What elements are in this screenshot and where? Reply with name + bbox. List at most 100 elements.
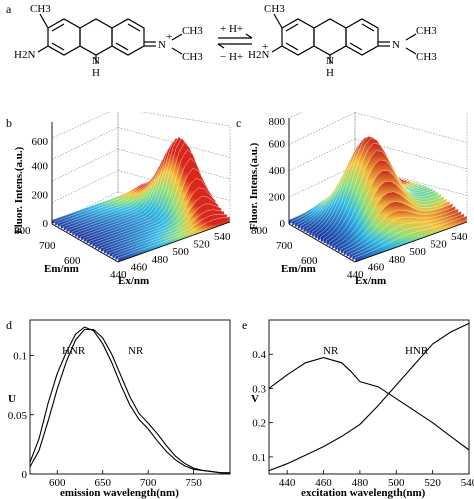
- ex-tick-label: 460: [131, 261, 148, 273]
- panel-label-a: a: [6, 2, 12, 16]
- panel-label-c: c: [236, 116, 242, 130]
- x-tick-label: 700: [140, 477, 157, 489]
- series-line-nr: [268, 357, 470, 451]
- x-tick-label: 650: [94, 477, 111, 489]
- ex-tick-label: 520: [430, 239, 447, 251]
- panel-label-d: d: [6, 318, 12, 332]
- grid-line: [288, 165, 356, 198]
- surface-strip: [114, 214, 228, 261]
- ex-tick-label: 440: [110, 269, 127, 281]
- line-d-xlabel: emission wavelength(nm): [60, 487, 179, 499]
- z-tick-label: 600: [269, 139, 286, 151]
- em-tick-label: 800: [14, 225, 31, 237]
- right-methyl-1-label: CH3: [416, 25, 437, 37]
- arrow-bottom-label: − H+: [220, 51, 243, 63]
- z-tick-label: 0: [43, 218, 49, 230]
- plot-frame-e: [268, 319, 470, 475]
- y-tick-label: 0.1: [13, 351, 27, 363]
- x-tick-label: 540: [461, 477, 474, 489]
- ex-tick-label: 440: [347, 269, 364, 281]
- left-h2n-label: H2N: [14, 49, 35, 61]
- surface-strip: [103, 187, 216, 254]
- line-chart-d: 600 650 700 750 0 0.05 0.1 HNR NR U emission w…: [8, 319, 231, 499]
- z-tick-label: 200: [269, 192, 286, 204]
- z-tick-label: 200: [32, 189, 49, 201]
- series-line-nr: [29, 328, 230, 474]
- x-tick-label: 520: [424, 477, 441, 489]
- em-tick-label: 800: [251, 225, 268, 237]
- series-line-hnr: [29, 326, 230, 474]
- z-tick-label: 800: [269, 116, 286, 128]
- surface-b-xlabel: Ex/nm: [118, 275, 149, 287]
- right-nh-label: N: [326, 55, 334, 67]
- panel-label-e: e: [242, 318, 248, 332]
- surface-strip: [106, 196, 219, 256]
- ex-tick-label: 540: [214, 231, 231, 243]
- z-tick-label: 400: [32, 161, 49, 173]
- z-tick-label: 400: [269, 165, 286, 177]
- panel-label-b: b: [6, 116, 12, 130]
- x-tick-label: 500: [388, 477, 405, 489]
- series-line-hnr: [268, 322, 470, 472]
- annotation-nr-d: NR: [128, 345, 144, 357]
- right-h2n-label: H2N: [248, 49, 269, 61]
- right-plus-label: +: [262, 41, 268, 53]
- y-tick-label: 0.05: [8, 410, 28, 422]
- annotation-hnr-e: HNR: [405, 345, 429, 357]
- surface-b-ylabel: Em/nm: [44, 263, 79, 275]
- ex-tick-label: 460: [368, 261, 385, 273]
- grid-line: [51, 148, 119, 182]
- surface-strip: [100, 177, 213, 253]
- ex-tick-label: 480: [389, 254, 406, 266]
- line-e-xlabel: excitation wavelength(nm): [301, 487, 426, 499]
- surface-strip: [354, 215, 468, 263]
- left-nh-label: N: [92, 55, 100, 67]
- surface-b-zlabel: Fluor. Intens.(a.u.): [13, 146, 25, 234]
- x-tick-label: 440: [279, 477, 296, 489]
- surface-strip: [112, 209, 225, 259]
- right-methyl-2-label: CH3: [416, 51, 437, 63]
- left-methyl-2-label: CH3: [182, 51, 203, 63]
- surface-c-zlabel: Fluor. Intens.(a.u.): [248, 142, 260, 230]
- grid-line: [288, 138, 356, 172]
- y-tick-label: 0.1: [252, 452, 266, 464]
- left-h-label: H: [92, 67, 100, 79]
- left-nplus-label: N: [158, 39, 166, 51]
- ex-tick-label: 500: [172, 246, 189, 258]
- grid-line: [51, 127, 119, 160]
- y-tick-label: 0.4: [252, 349, 266, 361]
- line-chart-e: 4404604805005205400.10.20.30.4 NR HNR V …: [251, 319, 474, 499]
- em-tick-label: 700: [39, 240, 56, 252]
- surface-c-ylabel: Em/nm: [281, 263, 316, 275]
- right-h-label: H: [326, 67, 334, 79]
- ex-tick-label: 520: [193, 239, 210, 251]
- ex-tick-label: 540: [451, 231, 468, 243]
- surface-strip: [117, 216, 231, 263]
- y-tick-label: 0.2: [252, 418, 266, 430]
- x-tick-label: 480: [352, 477, 369, 489]
- grid-line: [288, 112, 356, 145]
- y-tick-label: 0: [22, 469, 28, 481]
- em-tick-label: 600: [64, 255, 81, 267]
- plot-frame-d: [29, 319, 231, 475]
- z-tick-label: 0: [280, 218, 286, 230]
- line-e-ylabel: V: [251, 393, 259, 405]
- x-tick-label: 750: [185, 477, 202, 489]
- grid-line: [51, 170, 119, 203]
- line-d-ylabel: U: [8, 393, 16, 405]
- y-tick-label: 0.3: [252, 383, 266, 395]
- grid-line: [354, 112, 468, 143]
- surface-c-xlabel: Ex/nm: [355, 275, 386, 287]
- chemical-scheme: CH3 H2N N H N + CH3 CH3 + H+ − H+ CH3 H2…: [14, 3, 437, 79]
- right-ch3-label: CH3: [264, 3, 285, 15]
- z-tick-label: 600: [32, 136, 49, 148]
- right-n-label: N: [392, 39, 400, 51]
- em-tick-label: 700: [276, 240, 293, 252]
- left-ch3-label: CH3: [30, 3, 51, 15]
- em-tick-label: 600: [301, 255, 318, 267]
- x-tick-label: 600: [49, 477, 66, 489]
- ex-tick-label: 500: [409, 246, 426, 258]
- left-methyl-1-label: CH3: [182, 25, 203, 37]
